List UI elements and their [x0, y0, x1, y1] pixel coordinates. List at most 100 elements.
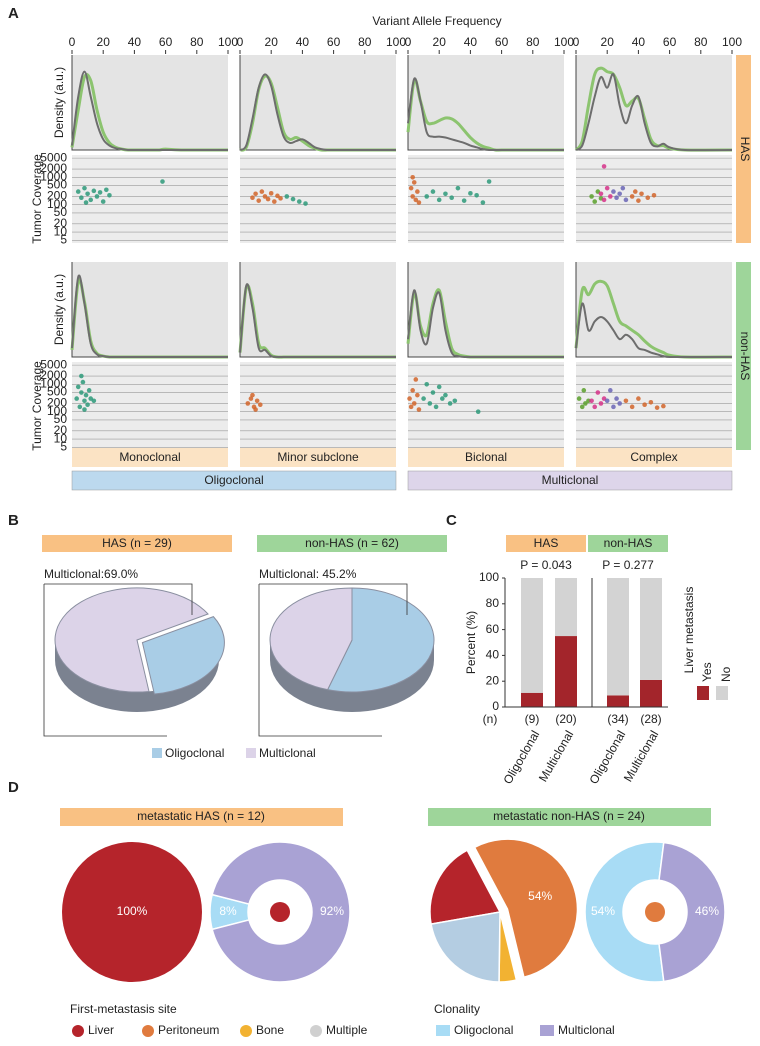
point: [430, 390, 436, 395]
legend-swatch: [152, 748, 162, 758]
y-tick-label: 200: [47, 189, 67, 203]
point: [83, 392, 89, 398]
point: [617, 191, 622, 197]
legend-swatch: [697, 686, 709, 700]
group-title-band: [428, 808, 711, 826]
point: [82, 185, 87, 191]
legend-label: No: [719, 666, 733, 682]
point: [254, 398, 260, 404]
x-tick-label: 80: [190, 35, 204, 49]
x-tick-label: 60: [159, 35, 173, 49]
point: [424, 381, 430, 387]
point: [408, 404, 414, 410]
density-curve: [575, 302, 732, 359]
density-panel: [72, 55, 228, 150]
legend-label: Peritoneum: [158, 1023, 219, 1037]
point: [97, 190, 103, 195]
point: [257, 402, 263, 407]
density-curve: [239, 73, 396, 152]
point: [480, 200, 486, 205]
point: [589, 398, 594, 404]
legend-swatch: [716, 686, 728, 700]
x-tick-label: 80: [358, 35, 372, 49]
point: [259, 189, 265, 194]
y-tick-label: 20: [486, 673, 500, 687]
point: [611, 189, 616, 194]
legend-title: Clonality: [434, 1002, 480, 1016]
point: [262, 194, 268, 199]
column-label: Complex: [630, 450, 677, 464]
point: [629, 404, 635, 410]
point: [94, 194, 100, 199]
row-strip: [736, 262, 751, 450]
density-y-title: Density (a.u.): [52, 274, 66, 345]
y-tick-label: 50: [54, 412, 68, 426]
x-tick-label: 60: [327, 35, 341, 49]
column-label: Monoclonal: [119, 450, 180, 464]
point: [100, 199, 106, 204]
point: [601, 197, 607, 203]
legend-title: Liver metastasis: [682, 587, 696, 674]
point: [424, 194, 430, 199]
legend-label: Bone: [256, 1023, 284, 1037]
pie-annotation: Multiclonal:69.0%: [44, 567, 138, 581]
point: [601, 164, 607, 169]
point: [592, 199, 598, 204]
point: [265, 196, 271, 202]
annotation-bracket: [43, 583, 193, 737]
point: [598, 191, 604, 197]
y-tick-label: 1000: [40, 169, 67, 183]
point: [303, 201, 308, 206]
point: [583, 401, 588, 406]
coverage-panel: [240, 155, 396, 243]
y-tick-label: 5000: [40, 357, 67, 371]
pie-annotation: Multiclonal: 45.2%: [259, 567, 357, 581]
group-label: HAS: [534, 536, 559, 550]
point: [474, 193, 479, 198]
point: [80, 379, 86, 385]
x-tick-label: 0: [237, 35, 244, 49]
x-tick-label: 40: [632, 35, 646, 49]
point: [636, 198, 641, 203]
point: [268, 191, 274, 196]
column-band: [576, 448, 732, 467]
density-curve: [71, 274, 228, 359]
x-tick-label: 100: [218, 35, 238, 49]
x-tick-label: Multiclonal: [536, 728, 576, 784]
donut-slice: [658, 841, 726, 983]
x-tick-label: 20: [433, 35, 447, 49]
point: [645, 195, 651, 200]
pie-slice: [473, 838, 579, 979]
x-tick-label: 0: [405, 35, 412, 49]
density-panel: [408, 262, 564, 357]
coverage-y-title: Tumor Coverage: [30, 361, 44, 451]
panel-label: D: [8, 779, 19, 796]
point: [639, 191, 644, 197]
density-panel: [408, 55, 564, 150]
pie-side: [270, 640, 434, 712]
point: [608, 388, 613, 393]
y-tick-label: 1000: [40, 376, 67, 390]
x-tick-label: 80: [526, 35, 540, 49]
point: [623, 398, 629, 404]
point: [296, 199, 302, 204]
pie-title: HAS (n = 29): [102, 536, 172, 550]
point: [614, 195, 619, 200]
density-curve: [575, 73, 733, 152]
y-tick-label: 2000: [40, 368, 67, 382]
point: [611, 404, 616, 410]
legend-swatch: [436, 1025, 450, 1036]
point: [88, 197, 94, 203]
y-tick-label: 20: [54, 423, 68, 437]
n-title: (n): [483, 712, 498, 726]
legend-title: First-metastasis site: [70, 1002, 177, 1016]
y-tick-label: 100: [479, 570, 499, 584]
point: [245, 401, 251, 406]
axes: [504, 578, 668, 708]
point: [253, 407, 258, 412]
point: [411, 401, 417, 406]
n-label: (20): [555, 712, 576, 726]
pie-title-band: [257, 535, 447, 552]
y-tick-label: 100: [47, 197, 67, 211]
